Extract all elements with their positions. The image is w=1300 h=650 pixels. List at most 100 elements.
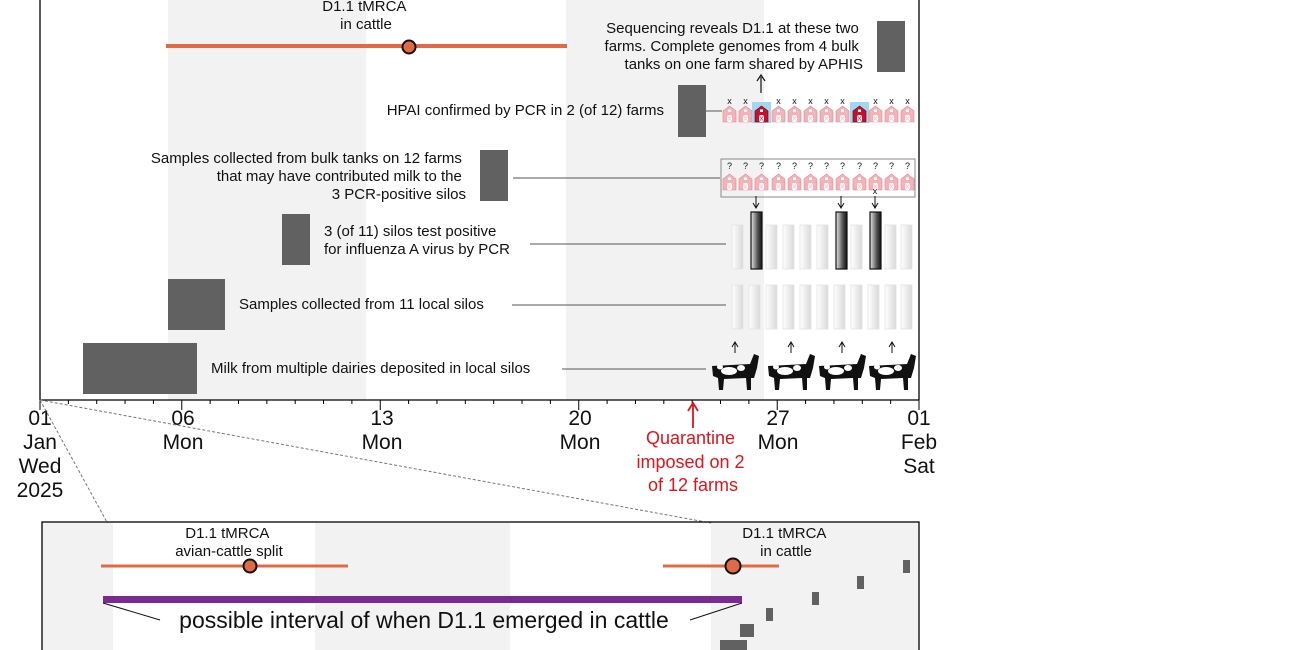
barn-icon <box>884 105 899 123</box>
dairy-cow-row <box>712 341 916 390</box>
barn-icon <box>771 105 786 123</box>
cow-patch <box>844 365 852 371</box>
barn-icon <box>835 173 850 191</box>
cow-patch <box>874 364 880 370</box>
bottom-shade <box>315 523 510 650</box>
event-box-bulk-samples <box>480 150 508 201</box>
axis-tick-line: 06 <box>171 407 194 430</box>
barn-icon <box>722 173 737 191</box>
mini-event-box <box>812 592 819 605</box>
bottom-panel: D1.1 tMRCA avian-cattle split D1.1 tMRCA… <box>41 521 920 650</box>
interval-bracket-right <box>689 602 743 621</box>
barn-icon <box>819 173 834 191</box>
barn-body <box>884 173 899 191</box>
cow-patch <box>773 364 779 370</box>
silo-arrow-head <box>752 202 760 209</box>
barn-door-cross <box>742 114 749 123</box>
farm-panel-frame <box>720 158 916 198</box>
barn-icon <box>819 105 834 123</box>
barn-door-cross <box>742 182 749 191</box>
barn-door-cross <box>904 114 911 123</box>
silo-icon <box>731 284 744 330</box>
barn-body <box>787 105 802 123</box>
barn-door-cross <box>823 182 830 191</box>
barn-door-cross <box>791 114 798 123</box>
mini-event-box <box>903 560 910 573</box>
silo-icon <box>850 284 863 330</box>
barn-window <box>890 177 893 180</box>
emergence-interval-bar <box>103 596 742 603</box>
cow-patch <box>721 367 737 375</box>
barn-body <box>819 105 834 123</box>
farm-mark: x <box>727 96 732 106</box>
tmrca-cattle-bottom-point <box>724 557 742 575</box>
barn-window <box>825 177 828 180</box>
barn-body <box>803 105 818 123</box>
top-panel: D1.1 tMRCA in cattle Sequencing reveals … <box>39 0 920 401</box>
farm-mark: x <box>840 96 845 106</box>
silo-arrow-head <box>871 202 879 209</box>
barn-icon <box>884 173 899 191</box>
silo-icon <box>867 284 880 330</box>
axis-tick-line: Sat <box>903 455 935 478</box>
barn-door-cross <box>904 182 911 191</box>
barn-door-cross <box>856 182 863 191</box>
axis-tick-line: Jan <box>23 431 57 454</box>
cow-patch <box>793 365 801 371</box>
barn-icon <box>803 105 818 123</box>
silo-arrow-head <box>837 202 845 209</box>
silo-icon <box>833 284 846 330</box>
barn-door-cross <box>839 114 846 123</box>
barn-icon <box>868 173 883 191</box>
silo-positive-icon <box>869 211 882 270</box>
barn-icon <box>868 105 883 123</box>
barn-body <box>771 105 786 123</box>
silo-icon <box>816 284 829 330</box>
axis-tick-label: 06 Mon <box>163 407 204 454</box>
barn-window <box>809 109 812 112</box>
event-label-silos-collect: Samples collected from 11 local silos <box>239 296 484 313</box>
barn-window <box>906 177 909 180</box>
cow-arrow-head <box>731 341 739 348</box>
barn-body <box>754 173 769 191</box>
bottom-panel-frame <box>41 521 920 650</box>
barn-body <box>738 105 753 123</box>
barn-icon <box>803 173 818 191</box>
barn-icon <box>787 105 802 123</box>
event-box-silos-positive <box>282 214 310 265</box>
barn-window <box>858 177 861 180</box>
barn-icon <box>835 105 850 123</box>
barn-window <box>809 177 812 180</box>
barn-icon <box>900 173 915 191</box>
tmrca-split-point <box>242 558 258 574</box>
barn-door-cross <box>823 114 830 123</box>
farm-mark: ? <box>840 161 845 171</box>
barn-body <box>771 173 786 191</box>
axis-tick-line: Feb <box>901 431 937 454</box>
farm-mark: x <box>792 96 797 106</box>
farm-mark: x <box>873 96 878 106</box>
cow-arrow-head <box>838 341 846 348</box>
barn-door-cross <box>791 182 798 191</box>
barn-body <box>852 105 867 123</box>
barn-window <box>906 109 909 112</box>
barn-window <box>841 109 844 112</box>
axis-tick-label: 20 Mon <box>560 407 601 454</box>
farm-mark: ? <box>857 161 862 171</box>
tmrca-cattle-point <box>401 39 417 55</box>
mini-event-box <box>766 608 773 621</box>
silo-positive-icon <box>835 211 848 270</box>
cow-patch <box>878 367 894 375</box>
arrow-sequencing-head <box>756 73 766 82</box>
cow-icon <box>768 341 815 390</box>
bottom-shade <box>42 523 113 650</box>
barn-window <box>728 177 731 180</box>
silo-row-tested <box>731 196 913 270</box>
barn-door-cross <box>726 114 733 123</box>
barn-body <box>787 173 802 191</box>
barn-window <box>858 109 861 112</box>
barn-window <box>728 109 731 112</box>
farm-mark: ? <box>759 161 764 171</box>
